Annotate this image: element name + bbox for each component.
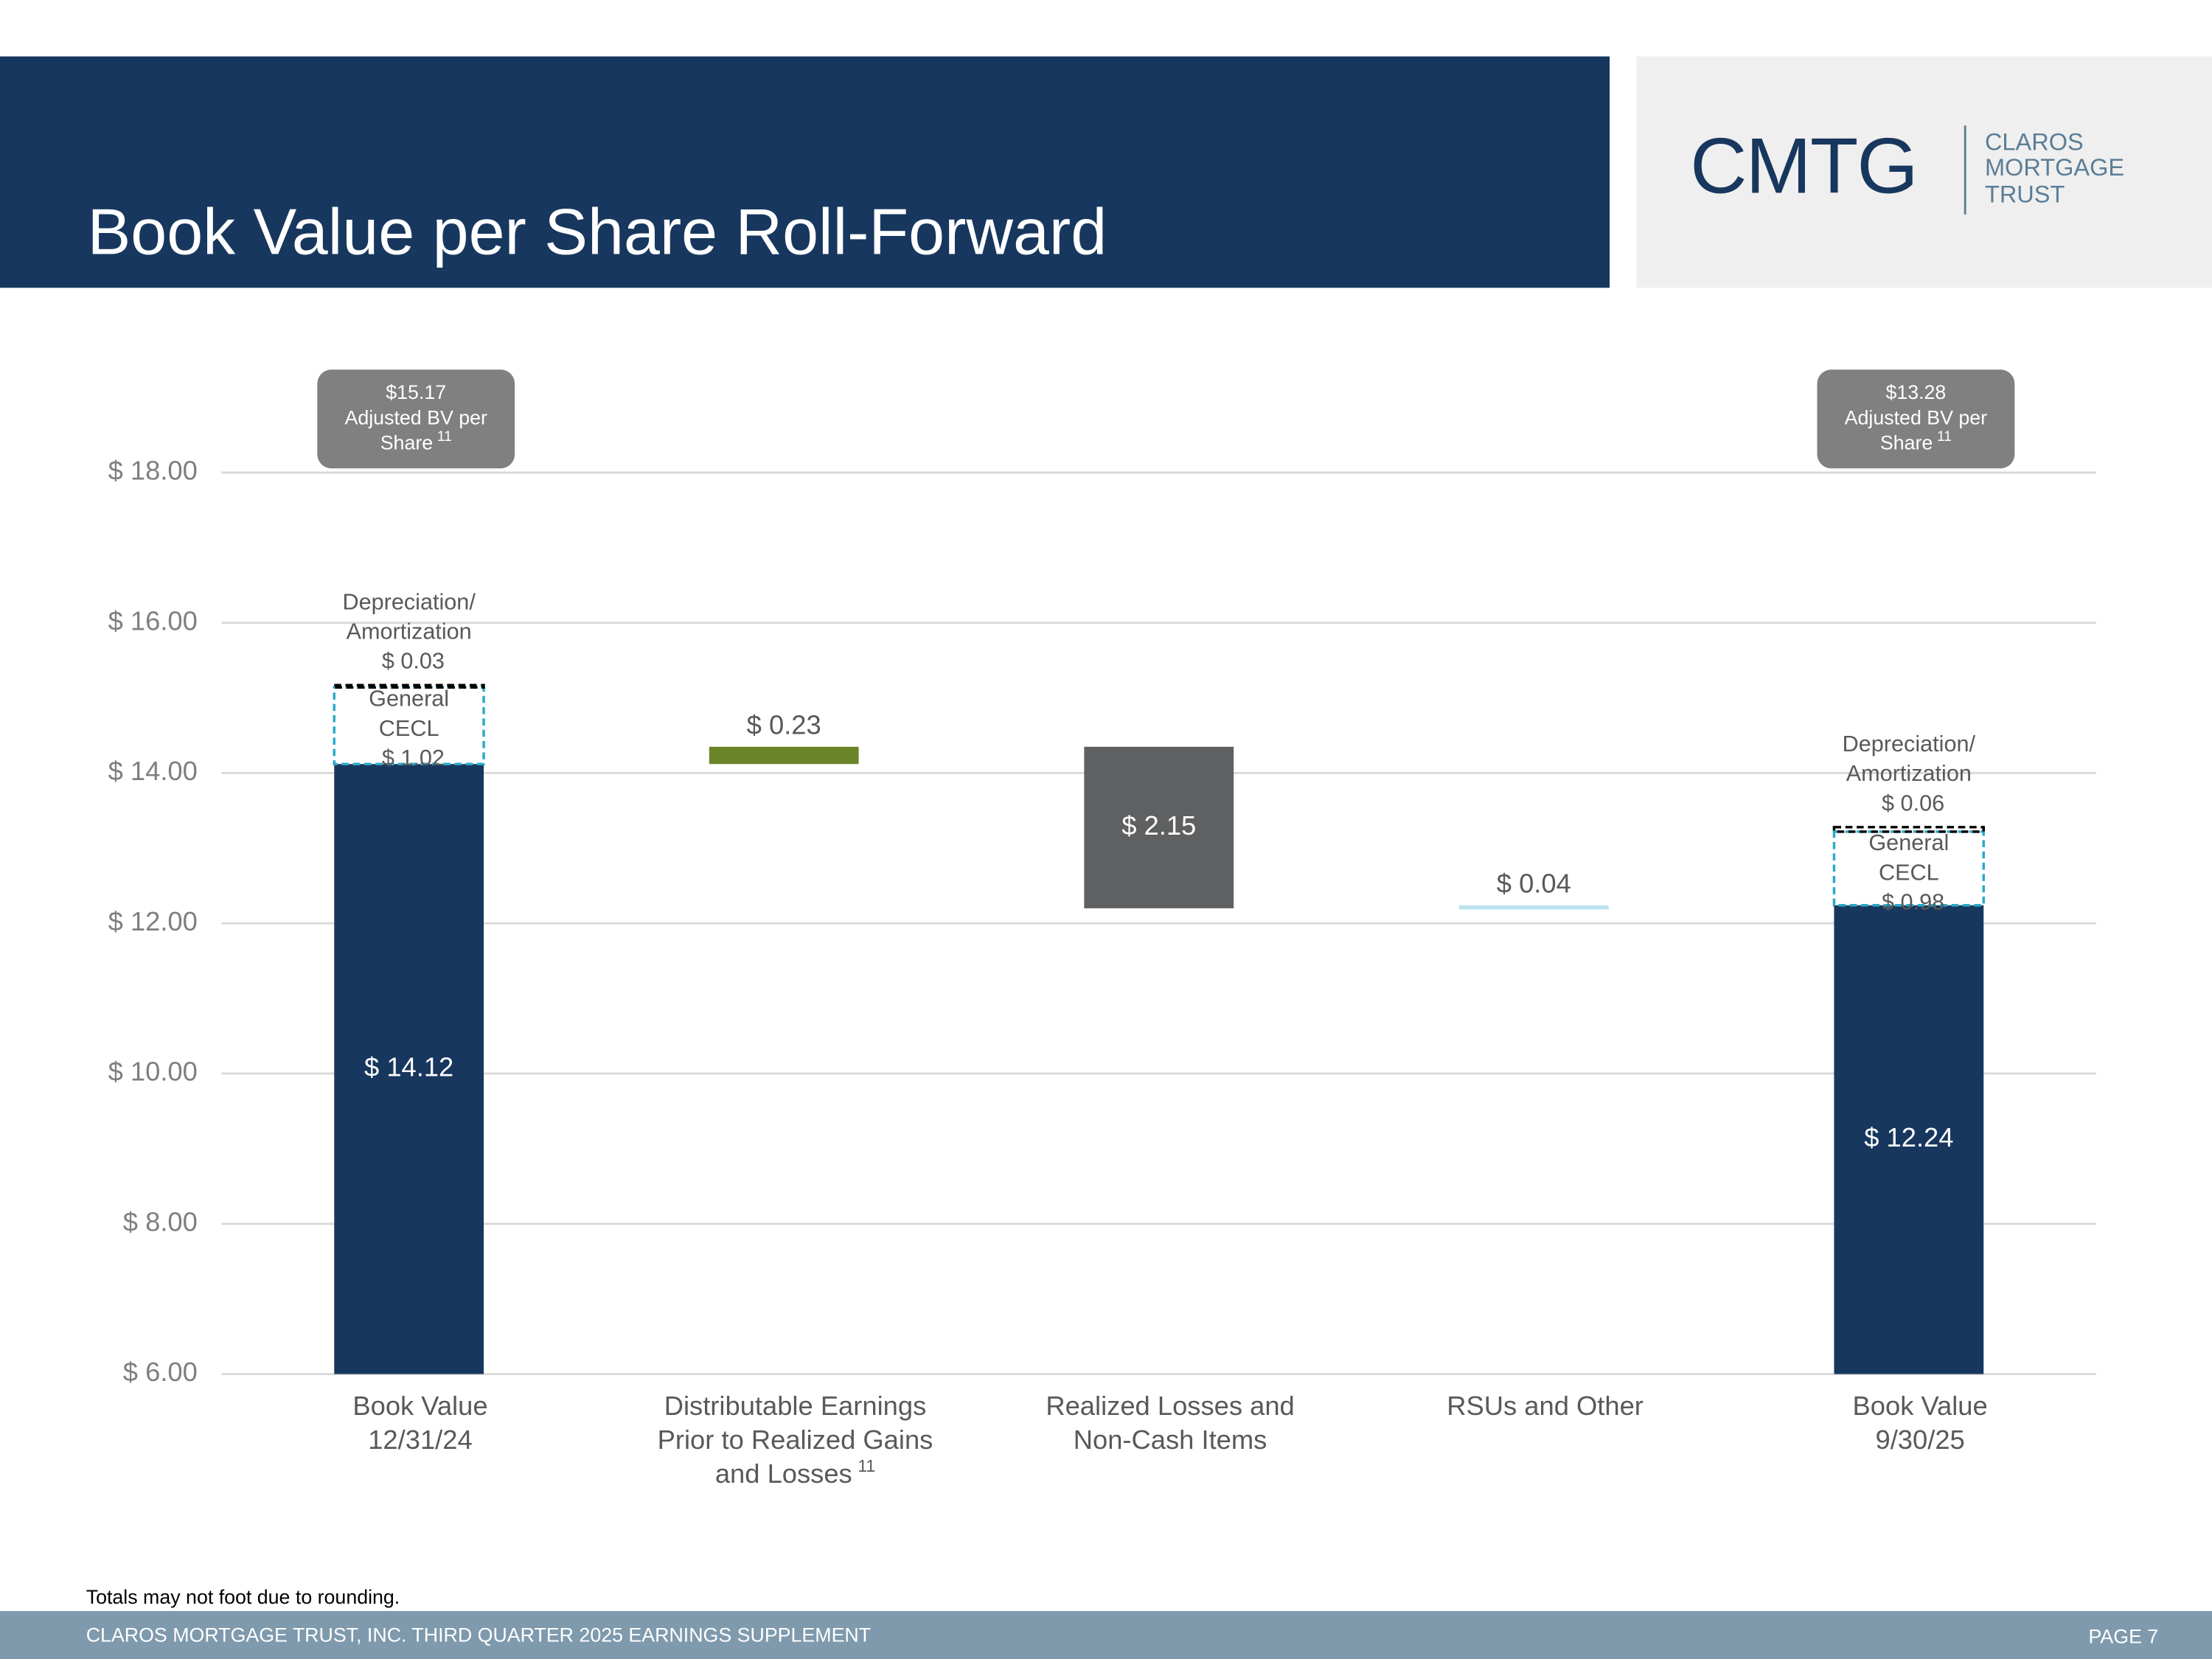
value-label: $ 12.24 xyxy=(1864,1122,1953,1152)
footnote-ref: 11 xyxy=(1937,429,1952,445)
adjustment-name: General xyxy=(1868,830,1949,855)
adjustment-value: $ 0.03 xyxy=(382,649,445,674)
footer-text: CLAROS MORTGAGE TRUST, INC. THIRD QUARTE… xyxy=(86,1624,871,1646)
value-label: $ 0.04 xyxy=(1497,869,1571,899)
footnote: Totals may not foot due to rounding. xyxy=(86,1586,400,1608)
adjustment-value: $ 0.06 xyxy=(1882,790,1944,815)
callout-box xyxy=(317,369,515,469)
x-tick-label: and Losses 11 xyxy=(715,1456,875,1489)
footer-band xyxy=(0,1610,2212,1659)
y-tick-label: $ 14.00 xyxy=(108,756,198,786)
x-tick-label: Book Value xyxy=(1853,1391,1988,1421)
header-band xyxy=(0,56,1610,288)
adjustment-name: CECL xyxy=(1879,860,1939,885)
x-tick-label: 12/31/24 xyxy=(368,1425,472,1455)
x-tick-label: 9/30/25 xyxy=(1876,1425,1965,1455)
y-tick-label: $ 18.00 xyxy=(108,456,198,486)
adjustment-name: Depreciation/ xyxy=(342,589,476,614)
adjustment-name: Amortization xyxy=(1846,761,1972,786)
chart: $ 6.00 $ 8.00 $ 10.00 $ 12.00 $ 14.00 $ 16.00… xyxy=(108,369,2097,1489)
x-tick-label: Distributable Earnings xyxy=(664,1391,927,1421)
bar xyxy=(1458,905,1609,910)
adjustment-box xyxy=(333,684,485,689)
page-number: PAGE 7 xyxy=(2089,1625,2159,1647)
y-tick-label: $ 12.00 xyxy=(108,906,198,936)
bar xyxy=(334,764,484,1374)
logo-mark: CMTG xyxy=(1690,122,1917,210)
x-tick-label: Prior to Realized Gains xyxy=(658,1425,933,1455)
value-label: $ 14.12 xyxy=(364,1051,453,1082)
bar xyxy=(1084,746,1234,908)
logo-text: TRUST xyxy=(1985,181,2065,208)
adjustment-value: $ 0.98 xyxy=(1882,890,1944,915)
callout-text: $13.28 xyxy=(1885,381,1946,403)
y-tick-label: $ 8.00 xyxy=(123,1206,198,1237)
adjustment-name: General xyxy=(369,686,449,712)
callout-text: Adjusted BV per xyxy=(345,406,488,428)
logo-text: MORTGAGE xyxy=(1985,154,2124,181)
x-tick-label: Book Value xyxy=(352,1391,487,1421)
x-tick-label: Non-Cash Items xyxy=(1074,1425,1267,1455)
x-tick-label: RSUs and Other xyxy=(1447,1391,1644,1421)
logo-text: CLAROS xyxy=(1985,129,2084,156)
y-tick-label: $ 10.00 xyxy=(108,1057,198,1087)
logo-box xyxy=(1636,56,2212,288)
callout-text: Adjusted BV per xyxy=(1845,406,1988,428)
value-label: $ 2.15 xyxy=(1121,810,1196,841)
bar xyxy=(709,746,859,765)
footnote-ref: 11 xyxy=(437,429,452,445)
adjustment-value: $ 1.02 xyxy=(382,745,445,771)
value-label: $ 0.23 xyxy=(747,710,821,740)
footnote-ref: 11 xyxy=(858,1456,875,1475)
y-tick-label: $ 16.00 xyxy=(108,605,198,636)
adjustment-name: CECL xyxy=(379,716,439,741)
adjustment-name: Amortization xyxy=(347,619,472,644)
x-tick-label: Realized Losses and xyxy=(1046,1391,1294,1421)
y-tick-label: $ 6.00 xyxy=(123,1357,198,1387)
callout-text: $15.17 xyxy=(386,381,446,403)
bar xyxy=(1834,905,1984,1374)
adjustment-box xyxy=(1832,826,1985,833)
callout-box xyxy=(1817,369,2015,469)
adjustment-name: Depreciation/ xyxy=(1843,731,1976,757)
slide-title: Book Value per Share Roll-Forward xyxy=(88,195,1107,268)
